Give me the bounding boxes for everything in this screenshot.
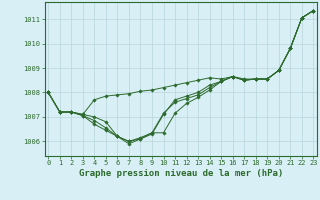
X-axis label: Graphe pression niveau de la mer (hPa): Graphe pression niveau de la mer (hPa) (79, 169, 283, 178)
